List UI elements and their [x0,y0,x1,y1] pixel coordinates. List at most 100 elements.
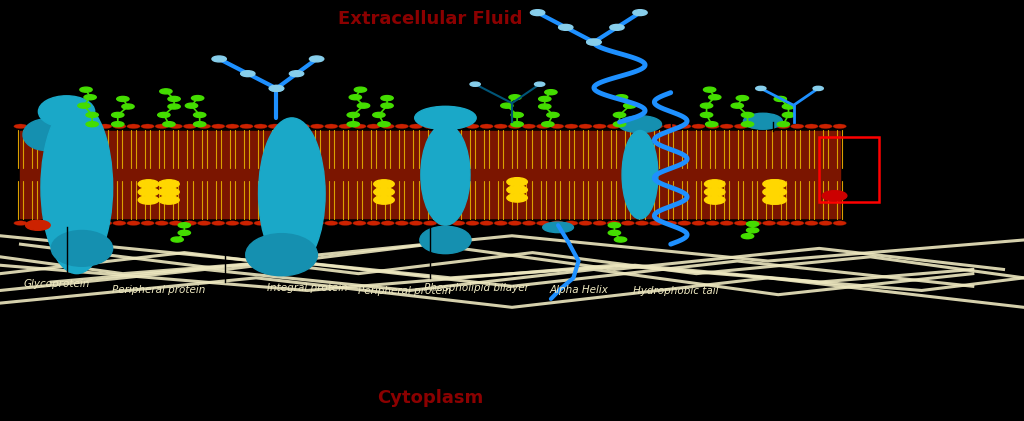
Ellipse shape [537,124,550,129]
Ellipse shape [23,119,70,151]
Circle shape [160,89,172,94]
Text: Cytoplasm: Cytoplasm [377,389,483,407]
Ellipse shape [28,124,41,129]
Circle shape [709,95,721,100]
Circle shape [112,122,124,127]
Ellipse shape [664,221,677,226]
Ellipse shape [551,124,564,129]
Ellipse shape [834,221,846,226]
Ellipse shape [71,221,84,226]
Ellipse shape [564,124,578,129]
Ellipse shape [381,221,394,226]
Ellipse shape [84,124,97,129]
Ellipse shape [421,124,470,225]
Circle shape [78,103,90,108]
Circle shape [138,188,159,196]
Ellipse shape [367,221,380,226]
Ellipse shape [635,221,648,226]
Circle shape [159,188,179,196]
Ellipse shape [579,124,592,129]
Circle shape [309,56,324,62]
Ellipse shape [593,221,606,226]
Ellipse shape [743,113,782,129]
Circle shape [763,188,783,196]
Ellipse shape [41,101,113,274]
Ellipse shape [169,221,182,226]
Ellipse shape [14,221,27,226]
Ellipse shape [310,124,324,129]
Ellipse shape [113,124,126,129]
Circle shape [159,180,179,188]
Circle shape [158,112,170,117]
Circle shape [511,122,523,127]
Circle shape [507,194,527,202]
Ellipse shape [618,116,662,133]
Circle shape [163,122,175,127]
Ellipse shape [805,124,818,129]
Circle shape [774,96,786,101]
Circle shape [194,112,206,117]
Circle shape [501,103,513,108]
Circle shape [381,96,393,101]
Ellipse shape [325,221,338,226]
Circle shape [178,223,190,228]
Ellipse shape [283,221,296,226]
Ellipse shape [395,124,409,129]
Circle shape [354,87,367,92]
Circle shape [194,122,206,127]
Ellipse shape [42,124,55,129]
Ellipse shape [649,221,663,226]
Ellipse shape [381,124,394,129]
Circle shape [470,82,480,86]
Ellipse shape [522,124,536,129]
Ellipse shape [410,221,423,226]
Circle shape [509,95,521,100]
Ellipse shape [622,221,635,226]
Ellipse shape [834,124,846,129]
Circle shape [822,191,847,201]
Circle shape [545,90,557,95]
Ellipse shape [212,221,225,226]
Ellipse shape [749,221,762,226]
Ellipse shape [819,221,833,226]
Circle shape [112,112,124,117]
Circle shape [608,223,621,228]
Ellipse shape [734,221,748,226]
Circle shape [212,56,226,62]
Circle shape [763,180,783,188]
Ellipse shape [437,221,451,226]
Ellipse shape [494,221,507,226]
Ellipse shape [127,124,140,129]
Ellipse shape [198,124,211,129]
Ellipse shape [42,221,55,226]
Ellipse shape [183,124,197,129]
Ellipse shape [339,124,352,129]
Ellipse shape [706,221,719,226]
Ellipse shape [424,221,436,226]
Ellipse shape [734,124,748,129]
Ellipse shape [452,221,465,226]
Text: Phospholipid bilayer: Phospholipid bilayer [424,283,528,293]
Text: Extracellular Fluid: Extracellular Fluid [338,10,522,28]
Circle shape [741,112,754,117]
Ellipse shape [225,124,239,129]
Circle shape [171,237,183,242]
Ellipse shape [268,124,282,129]
Circle shape [703,87,716,92]
Ellipse shape [56,124,70,129]
Ellipse shape [706,124,719,129]
Circle shape [782,112,795,117]
Circle shape [86,122,98,127]
Circle shape [374,180,394,188]
Ellipse shape [353,124,367,129]
Ellipse shape [268,221,282,226]
Ellipse shape [339,221,352,226]
Circle shape [813,86,823,91]
Ellipse shape [508,124,521,129]
Circle shape [185,103,198,108]
Circle shape [700,112,713,117]
Circle shape [746,228,759,233]
Circle shape [746,221,759,226]
Circle shape [741,234,754,239]
Text: Integral protein: Integral protein [267,283,347,293]
